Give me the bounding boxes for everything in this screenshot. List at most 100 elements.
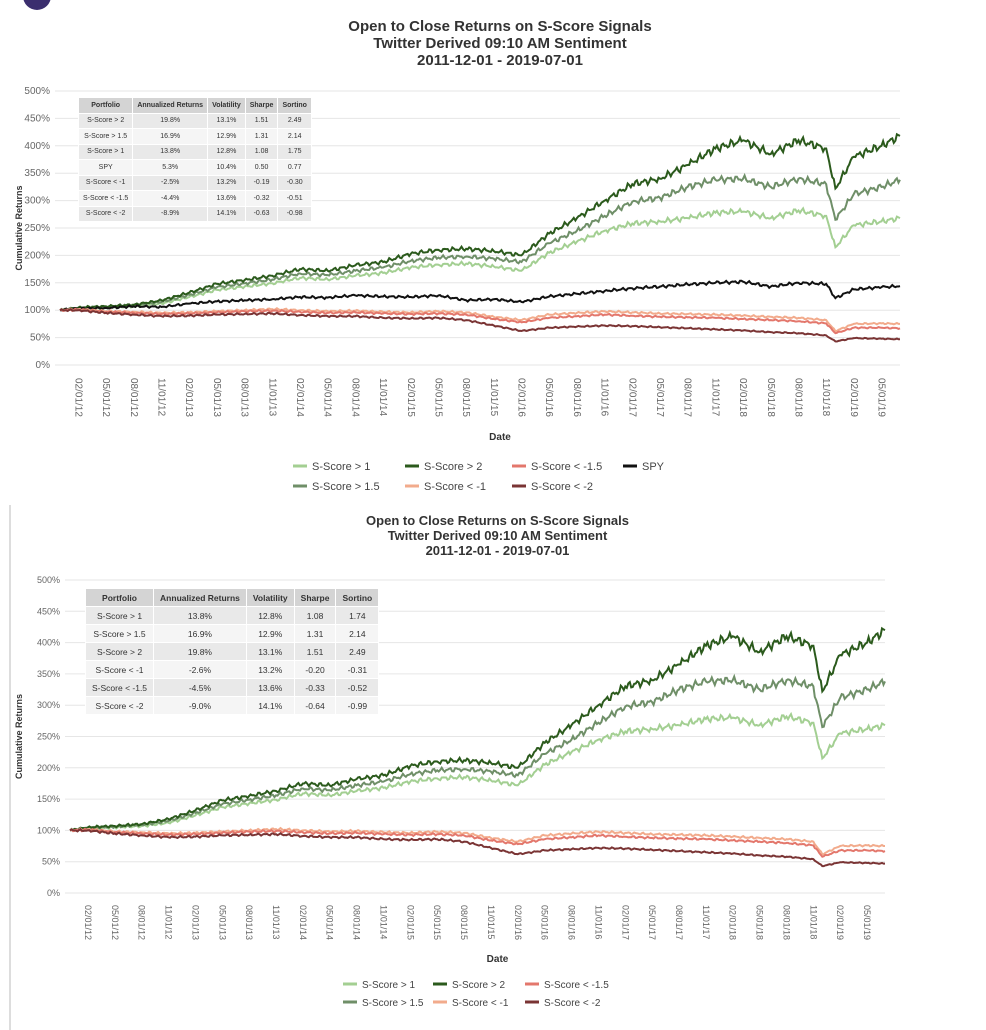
x-tick-label: 02/01/13 bbox=[183, 378, 194, 417]
x-tick-label: 02/01/13 bbox=[190, 905, 200, 940]
table-cell: 13.2% bbox=[207, 174, 246, 191]
table-cell: 13.8% bbox=[132, 143, 209, 160]
table-cell: 12.9% bbox=[207, 128, 246, 145]
x-tick-label: 08/01/13 bbox=[239, 378, 250, 417]
x-tick-label: 11/01/13 bbox=[266, 378, 277, 417]
table-cell: 19.8% bbox=[132, 112, 209, 129]
table-cell: -2.6% bbox=[153, 660, 247, 679]
x-tick-label: 05/01/15 bbox=[432, 905, 442, 940]
series-line-s-score-1-5 bbox=[69, 673, 886, 832]
x-tick-label: 08/01/12 bbox=[137, 905, 147, 940]
table-cell: -0.52 bbox=[335, 678, 380, 697]
table-cell: 1.51 bbox=[293, 642, 337, 661]
x-tick-label: 08/01/18 bbox=[781, 905, 791, 940]
table-cell: S-Score > 1.5 bbox=[84, 624, 155, 643]
y-tick-label: 250% bbox=[24, 223, 50, 234]
x-tick-label: 02/01/16 bbox=[516, 378, 527, 417]
x-tick-label: 08/01/15 bbox=[460, 378, 471, 417]
table-cell: S-Score < -2 bbox=[77, 205, 134, 222]
x-tick-label: 05/01/17 bbox=[654, 378, 665, 417]
y-tick-label: 500% bbox=[24, 86, 50, 97]
table-cell: 1.74 bbox=[335, 606, 380, 625]
y-tick-label: 300% bbox=[37, 700, 60, 710]
table-row: S-Score > 1 13.8% 12.8% 1.08 1.75 bbox=[77, 143, 312, 160]
table-cell: 2.14 bbox=[277, 128, 312, 145]
table-cell: -0.99 bbox=[335, 696, 380, 715]
table-row: SPY 5.3% 10.4% 0.50 0.77 bbox=[77, 159, 312, 176]
x-tick-label: 11/01/17 bbox=[709, 378, 720, 417]
x-tick-label: 02/01/17 bbox=[620, 905, 630, 940]
table-cell: SPY bbox=[77, 159, 134, 176]
x-tick-label: 02/01/17 bbox=[626, 378, 637, 417]
table-cell: 13.1% bbox=[245, 642, 295, 661]
x-tick-label: 08/01/12 bbox=[128, 378, 139, 417]
table-cell: 0.50 bbox=[244, 159, 279, 176]
chart-1: Open to Close Returns on S-Score Signals… bbox=[14, 18, 901, 493]
series-line-s-score-2 bbox=[59, 132, 901, 312]
legend-label: SPY bbox=[642, 461, 665, 473]
table-row: S-Score < -2 -8.9% 14.1% -0.63 -0.98 bbox=[77, 205, 312, 222]
y-tick-label: 200% bbox=[24, 250, 50, 261]
table-row: S-Score > 1.5 16.9% 12.9% 1.31 2.14 bbox=[84, 624, 380, 643]
legend-label: S-Score > 1 bbox=[362, 980, 416, 991]
table-header: Annualized Returns bbox=[153, 588, 247, 607]
table-row: S-Score < -1 -2.5% 13.2% -0.19 -0.30 bbox=[77, 174, 312, 191]
table-header: Portfolio bbox=[77, 97, 134, 114]
legend-label: S-Score > 2 bbox=[452, 980, 506, 991]
table-cell: -0.33 bbox=[293, 678, 337, 697]
x-tick-label: 02/01/18 bbox=[728, 905, 738, 940]
table-cell: 5.3% bbox=[132, 159, 209, 176]
x-tick-label: 11/01/16 bbox=[593, 905, 603, 939]
stats-table-2: Portfolio Annualized Returns Volatility Sha… bbox=[84, 588, 380, 715]
series-line-s-score-1 bbox=[59, 306, 900, 333]
x-tick-label: 08/01/18 bbox=[792, 378, 803, 417]
table-cell: 2.49 bbox=[277, 112, 312, 129]
legend-item: S-Score > 1.5 bbox=[343, 998, 424, 1009]
series-line-s-score-1-5 bbox=[59, 307, 901, 335]
chart-title: Open to Close Returns on S-Score Signals bbox=[348, 18, 651, 35]
legend-item: S-Score < -2 bbox=[525, 998, 601, 1009]
table-cell: 2.14 bbox=[335, 624, 380, 643]
x-tick-label: 08/01/14 bbox=[349, 378, 360, 417]
table-cell: S-Score > 1 bbox=[77, 143, 134, 160]
legend-item: S-Score < -1 bbox=[433, 998, 509, 1009]
table-cell: S-Score < -1.5 bbox=[77, 190, 134, 207]
series-line-s-score-1 bbox=[69, 826, 885, 856]
table-cell: -0.31 bbox=[335, 660, 380, 679]
series-line-s-score-1-5 bbox=[69, 827, 886, 858]
x-tick-label: 02/01/15 bbox=[405, 378, 416, 417]
legend-label: S-Score > 1.5 bbox=[362, 998, 424, 1009]
table-cell: S-Score > 1 bbox=[84, 606, 155, 625]
table-header: Volatility bbox=[207, 97, 246, 114]
legend-label: S-Score < -1.5 bbox=[544, 980, 609, 991]
legend-label: S-Score > 1 bbox=[312, 461, 370, 473]
y-tick-label: 350% bbox=[37, 669, 60, 679]
series-line-spy bbox=[59, 279, 901, 312]
y-tick-label: 450% bbox=[37, 606, 60, 616]
table-cell: -0.20 bbox=[293, 660, 337, 679]
x-tick-label: 02/01/19 bbox=[848, 378, 859, 417]
y-tick-label: 50% bbox=[42, 857, 60, 867]
y-tick-label: 400% bbox=[24, 141, 50, 152]
x-tick-label: 05/01/19 bbox=[862, 905, 872, 940]
table-header-row: Portfolio Annualized Returns Volatility Sha… bbox=[84, 588, 380, 607]
table-row: S-Score < -2 -9.0% 14.1% -0.64 -0.99 bbox=[84, 696, 380, 715]
table-cell: -0.32 bbox=[244, 190, 279, 207]
x-tick-label: 05/01/19 bbox=[876, 378, 887, 417]
x-tick-label: 05/01/18 bbox=[765, 378, 776, 417]
table-cell: -0.19 bbox=[244, 174, 279, 191]
table-cell: -0.98 bbox=[277, 205, 312, 222]
legend-label: S-Score < -2 bbox=[544, 998, 601, 1009]
table-cell: 13.6% bbox=[245, 678, 295, 697]
table-cell: S-Score < -1 bbox=[77, 174, 134, 191]
legend-item: S-Score < -2 bbox=[512, 481, 593, 493]
table-cell: 10.4% bbox=[207, 159, 246, 176]
legend-item: S-Score < -1.5 bbox=[525, 980, 609, 991]
logo-mark bbox=[23, 0, 51, 10]
table-row: S-Score > 1.5 16.9% 12.9% 1.31 2.14 bbox=[77, 128, 312, 145]
legend-item: S-Score > 2 bbox=[433, 980, 506, 991]
x-tick-label: 11/01/15 bbox=[486, 905, 496, 939]
table-cell: -4.4% bbox=[132, 190, 209, 207]
legend-item: S-Score < -1.5 bbox=[512, 461, 602, 473]
x-tick-label: 05/01/14 bbox=[325, 905, 335, 940]
